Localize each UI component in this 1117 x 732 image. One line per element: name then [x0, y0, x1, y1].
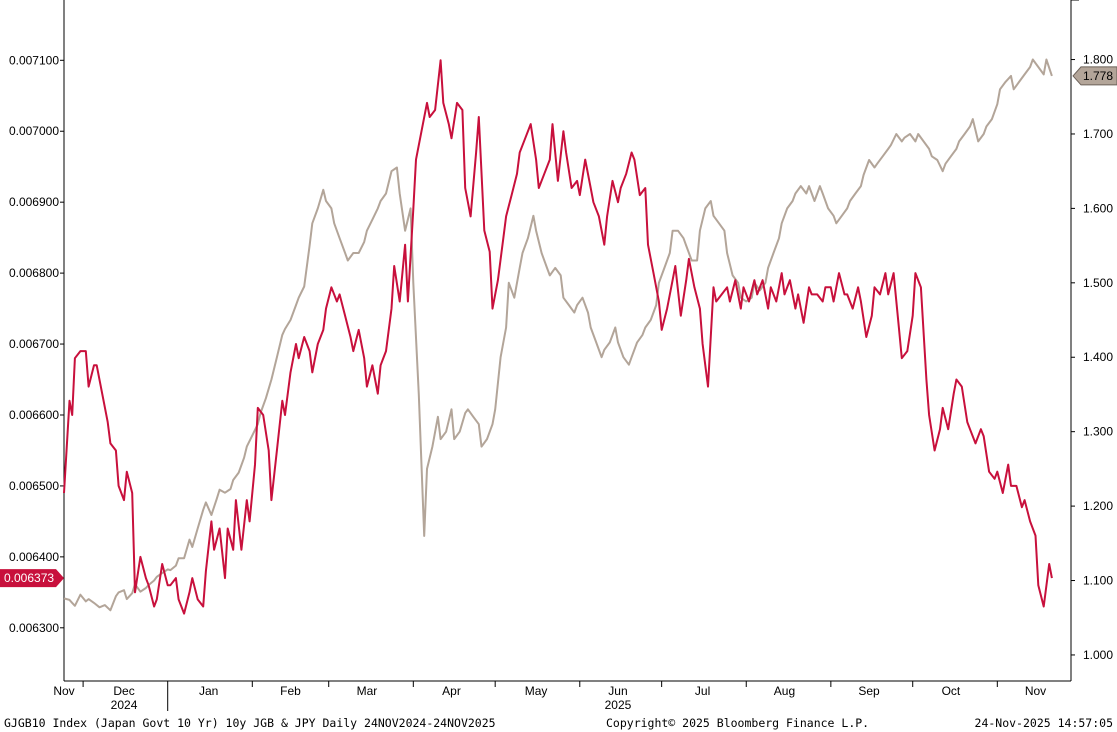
right-last-value-tag	[1072, 66, 1117, 86]
right-axis-tick-label: 1.700	[1083, 127, 1113, 141]
footer-copyright: Copyright© 2025 Bloomberg Finance L.P.	[606, 716, 869, 730]
right-axis-tick-label: 1.400	[1083, 350, 1113, 364]
x-axis-month-label: Jul	[695, 684, 710, 698]
jpy-line	[63, 58, 1053, 612]
right-axis-tick-label: 1.500	[1083, 276, 1113, 290]
x-axis-month-label: Apr	[442, 684, 461, 698]
left-last-value-label: 0.006373	[4, 571, 54, 585]
x-axis-month-label: Nov	[53, 684, 74, 698]
right-axis-tick-label: 1.200	[1083, 499, 1113, 513]
x-axis-month-label: Mar	[357, 684, 378, 698]
right-last-value-label: 1.778	[1083, 69, 1113, 83]
x-axis-month-label: Feb	[280, 684, 301, 698]
left-axis-tick-label: 0.006800	[9, 266, 59, 280]
x-axis-month-label: May	[525, 684, 548, 698]
left-axis-tick-label: 0.007100	[9, 53, 59, 67]
x-axis-month-label: Jun	[608, 684, 627, 698]
x-axis-year-label: 2025	[605, 698, 632, 712]
jgb-yield-line	[63, 59, 1053, 615]
left-last-value-tag	[0, 569, 64, 588]
right-axis: 1.000 1.100 1.200 1.300 1.400 1.500 1.600 1.700…	[1070, 0, 1113, 681]
x-axis-month-label: Jan	[199, 684, 218, 698]
x-axis-month-label: Oct	[942, 684, 961, 698]
left-axis-tick-label: 0.006900	[9, 195, 59, 209]
footer: GJGB10 Index (Japan Govt 10 Yr) 10y JGB …	[4, 716, 1113, 730]
x-axis-month-label: Dec	[113, 684, 134, 698]
x-axis-month-label: Nov	[1025, 684, 1046, 698]
x-axis-month-label: Aug	[774, 684, 795, 698]
right-axis-tick-label: 1.000	[1083, 648, 1113, 662]
series-layer	[63, 58, 1053, 615]
left-axis-tick-label: 0.006700	[9, 337, 59, 351]
left-axis-tick-label: 0.007000	[9, 124, 59, 138]
footer-timestamp: 24-Nov-2025 14:57:05	[975, 716, 1113, 730]
right-axis-tick-label: 1.100	[1083, 574, 1113, 588]
right-axis-tick-label: 1.600	[1083, 201, 1113, 215]
left-axis-tick-label: 0.006600	[9, 408, 59, 422]
last-value-tags: 0.006373 1.778	[0, 66, 1117, 588]
left-axis: 0.006300 0.006400 0.006500 0.006600 0.006700…	[9, 0, 65, 681]
right-axis-tick-label: 1.800	[1083, 53, 1113, 67]
footer-source-label: GJGB10 Index (Japan Govt 10 Yr) 10y JGB …	[4, 716, 496, 730]
x-axis-year-label: 2024	[111, 698, 138, 712]
left-axis-tick-label: 0.006300	[9, 621, 59, 635]
right-axis-tick-label: 1.300	[1083, 425, 1113, 439]
left-axis-tick-label: 0.006400	[9, 550, 59, 564]
left-axis-tick-label: 0.006500	[9, 479, 59, 493]
x-axis-month-label: Sep	[858, 684, 880, 698]
x-axis: Nov Dec Jan Feb Mar Apr May Jun Jul Aug Sep Oct Nov 2…	[53, 680, 1071, 712]
